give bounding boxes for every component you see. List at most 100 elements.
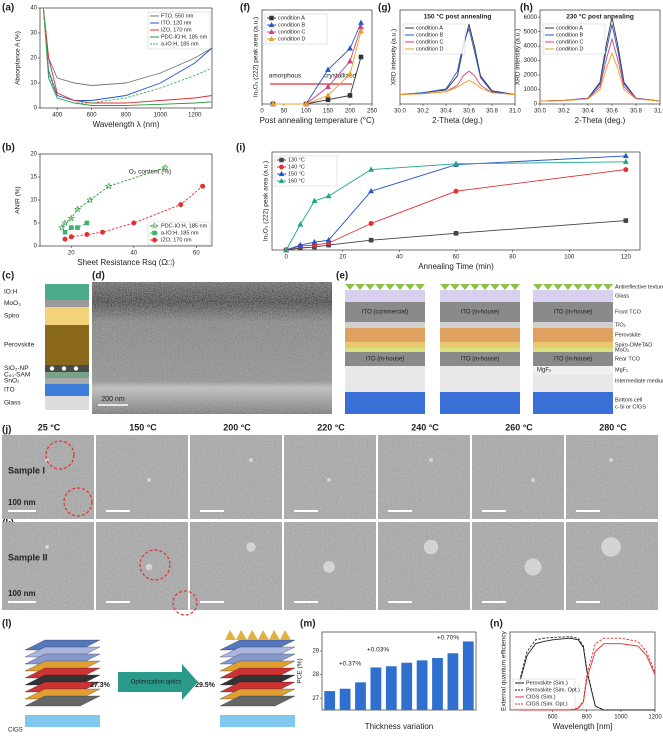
x-tick-label: 30.0: [394, 109, 406, 115]
legend-label: Perovskite (Sim.): [526, 680, 568, 686]
x-axis-label: 2-Theta (deg.): [575, 116, 626, 125]
y-axis-label: In₂O₃ (222) peak area (a.u.): [263, 161, 270, 241]
series-line: [42, 7, 213, 104]
layer-label: ITO (in-house): [366, 357, 405, 363]
micrograph-grain: [378, 435, 470, 519]
legend-label: condition C: [278, 29, 306, 35]
x-tick-label: 120: [621, 255, 632, 261]
x-tick-label: 40: [130, 251, 137, 257]
x-tick-label: 31.0: [654, 109, 663, 115]
legend-box: [147, 221, 211, 246]
particle: [327, 478, 331, 482]
x-axis-label: Wavelength λ (nm): [93, 120, 160, 129]
layer-label: SnO₂: [4, 378, 20, 385]
x-tick-label: 600: [87, 113, 98, 119]
chart-title: 150 °C post annealing: [424, 13, 492, 21]
series-line: [61, 167, 166, 228]
layer: [24, 695, 101, 707]
layer: [45, 365, 89, 372]
layer: [45, 300, 89, 307]
marker: [368, 237, 374, 243]
temperature: 220 °C: [317, 422, 345, 432]
series-line: [518, 637, 656, 711]
marker: [152, 237, 157, 243]
panel-label: (i): [236, 143, 245, 154]
layer-label: ITO (commercial): [362, 310, 408, 316]
y-tick-label: 20: [30, 152, 37, 158]
x-tick-label: 200: [345, 109, 356, 115]
layer: [533, 342, 613, 348]
particle: [145, 563, 153, 571]
marker: [86, 196, 94, 204]
legend-label: Glass: [615, 293, 629, 299]
x-tick-label: 100: [564, 255, 575, 261]
texture: [470, 284, 480, 290]
marker: [325, 83, 331, 90]
micrograph-grain: [96, 435, 188, 519]
x-tick-label: 1000: [154, 113, 168, 119]
nanoparticle: [73, 366, 79, 371]
temperature: 240 °C: [411, 422, 439, 432]
highlight: [172, 590, 198, 616]
legend-label: condition A: [556, 25, 583, 31]
y-tick-label: 0: [34, 244, 38, 250]
layer: [533, 322, 613, 328]
legend-label: 160 °C: [288, 178, 305, 184]
layer: [533, 366, 613, 374]
texture: [440, 284, 450, 290]
highlight: [45, 440, 75, 470]
marker: [623, 218, 629, 223]
panel-label: (c): [2, 271, 14, 282]
texture: [365, 284, 375, 290]
x-tick-label: 30.4: [440, 109, 452, 115]
sem-grain: [92, 282, 332, 414]
nanoparticle: [61, 366, 67, 371]
x-axis-label: 2-Theta (deg.): [432, 116, 483, 125]
texture: [573, 284, 583, 290]
y-tick-label: 5000: [524, 29, 538, 35]
texture: [563, 284, 573, 290]
annotation: O₂ content (%): [129, 169, 172, 176]
marker: [623, 167, 629, 173]
texture: [405, 284, 415, 290]
legend-label: PDC-IO:H, 185 nm: [161, 34, 208, 40]
layer: [345, 290, 425, 302]
x-tick-label: 30.8: [486, 109, 498, 115]
marker: [325, 97, 331, 103]
layer: [440, 322, 520, 328]
layer: [45, 284, 89, 300]
pce-label: 29.5%: [195, 682, 216, 689]
layer: [345, 322, 425, 328]
texture: [375, 284, 385, 290]
legend-label: condition C: [416, 39, 444, 45]
layer: [440, 392, 520, 414]
marker: [297, 241, 304, 248]
layer-label: ITO (in-house): [554, 310, 593, 316]
micrograph-grain: [190, 522, 282, 610]
legend-label: condition D: [416, 46, 444, 52]
layer: [219, 695, 296, 707]
scale-label: 200 nm: [101, 396, 125, 403]
bar: [462, 641, 474, 710]
legend-label: FTO, 550 nm: [161, 13, 194, 19]
x-tick-label: 30.6: [463, 109, 475, 115]
marker: [200, 183, 206, 189]
marker: [62, 229, 68, 235]
bar: [416, 660, 428, 710]
legend-label: condition C: [556, 39, 584, 45]
bar: [324, 691, 336, 710]
x-tick-label: 30.8: [630, 109, 642, 115]
micrograph-grain: [96, 522, 188, 610]
layer: [45, 384, 89, 396]
y-tick-label: 0: [534, 102, 538, 108]
micrograph-grain: [2, 522, 94, 610]
marker: [100, 229, 106, 235]
y-tick-label: 29: [312, 648, 319, 654]
legend-label: condition B: [556, 32, 584, 38]
texture: [543, 284, 553, 290]
legend-label: TiO₂: [615, 322, 626, 328]
x-axis-label: Sheet Resistance Rsq (Ω□): [77, 258, 175, 267]
marker: [62, 236, 68, 242]
legend-label: condition D: [278, 36, 306, 42]
legend-label: Front TCO: [615, 309, 642, 315]
